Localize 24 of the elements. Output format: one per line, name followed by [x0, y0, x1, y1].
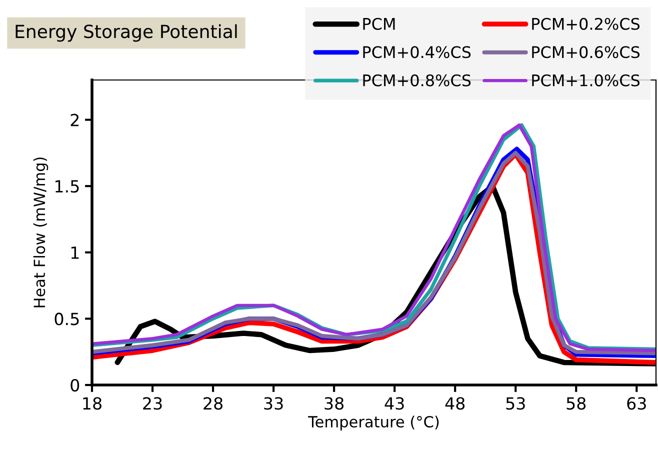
x-axis-title: Temperature (°C) [308, 416, 439, 430]
x-tick-label: 23 [143, 397, 162, 410]
x-tick-label: 33 [264, 397, 283, 410]
y-tick-label: 2 [70, 114, 79, 126]
x-tick-label: 18 [83, 397, 102, 410]
legend-label: PCM+0.4%CS [363, 46, 471, 58]
y-axis-title: Heat Flow (mW/mg) [33, 158, 48, 308]
y-tick-label: 0 [70, 378, 80, 392]
legend-label: PCM+1.0%CS [532, 74, 640, 86]
x-tick-label: 58 [566, 397, 586, 410]
x-tick-label: 63 [627, 397, 646, 410]
x-tick-label: 53 [506, 397, 525, 410]
x-tick-label: 43 [384, 397, 404, 410]
y-tick-label: 1 [71, 246, 79, 259]
chart-title: Energy Storage Potential [16, 24, 237, 42]
x-tick-label: 48 [445, 397, 465, 410]
legend-label: PCM+0.2%CS [532, 18, 640, 30]
legend-label: PCM+0.6%CS [532, 46, 640, 58]
y-tick-label: 0.5 [54, 312, 79, 326]
legend-label: PCM [363, 18, 395, 30]
x-tick-label: 38 [324, 397, 344, 410]
y-tick-label: 1.5 [56, 180, 79, 193]
x-tick-label: 28 [204, 397, 222, 410]
legend-label: PCM+0.8%CS [363, 74, 471, 86]
